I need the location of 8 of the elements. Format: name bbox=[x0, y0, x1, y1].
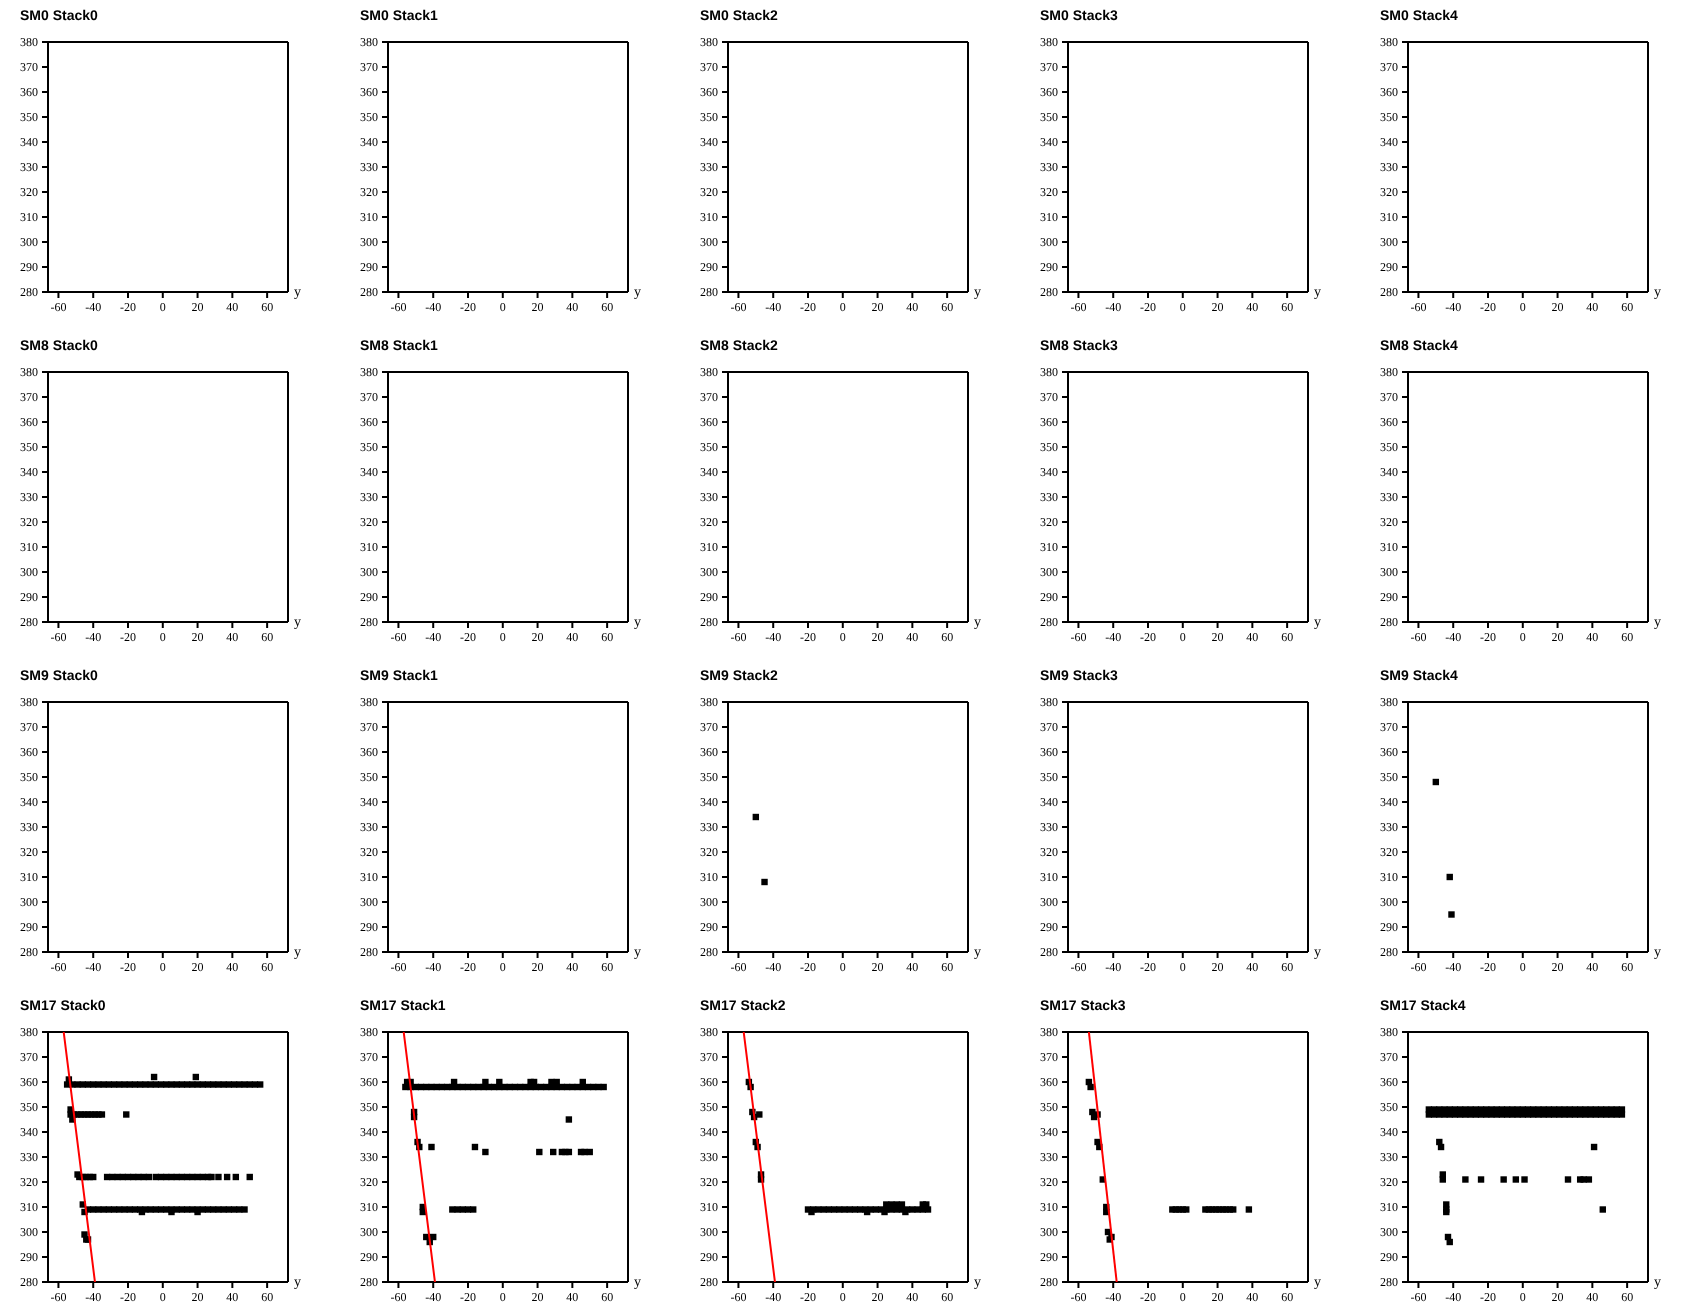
point bbox=[914, 1206, 921, 1213]
point bbox=[1087, 1083, 1094, 1091]
point bbox=[1448, 911, 1455, 918]
point bbox=[841, 1206, 848, 1213]
point bbox=[898, 1201, 906, 1208]
point bbox=[820, 1206, 827, 1213]
point bbox=[1245, 1206, 1253, 1213]
point bbox=[756, 1111, 763, 1118]
